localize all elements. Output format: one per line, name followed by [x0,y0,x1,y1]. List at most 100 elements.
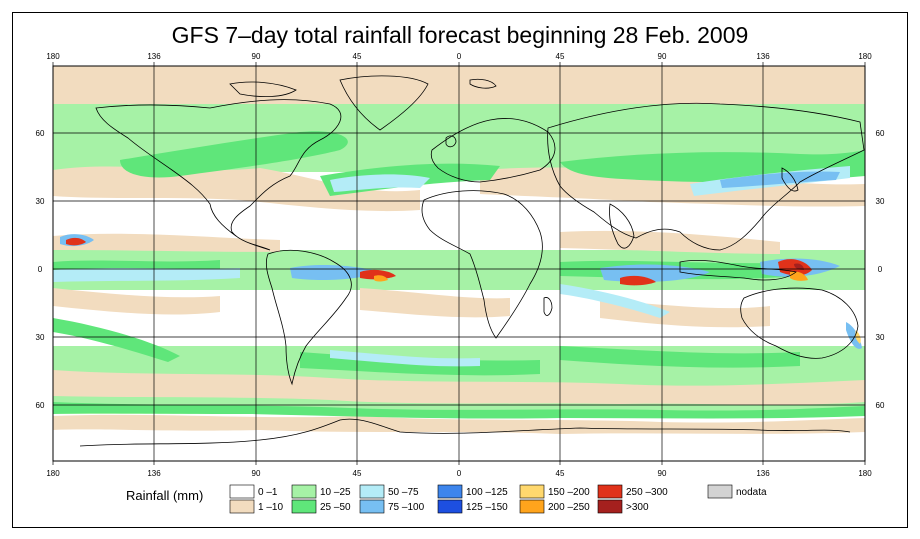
lon-tick-label: 136 [756,469,770,478]
coast-svalbard [469,78,497,89]
coast-north-america [95,99,342,251]
lon-tick-label: 90 [252,469,261,478]
lat-tick-label: 30 [36,197,45,206]
lon-tick-label: 180 [858,52,872,61]
lat-tick-label: 0 [38,265,43,274]
legend-swatch [291,499,317,514]
streak-green [120,131,348,178]
coast-antarctica [79,418,851,447]
coastlines [79,75,865,447]
coast-australia [740,287,859,359]
lon-tick-label: 0 [457,469,462,478]
hotspot-orange [790,271,808,281]
patch-blue [720,171,840,188]
patch-lightblue [53,268,240,282]
lon-tick-label: 136 [147,469,161,478]
legend-label: 200 –250 [548,502,590,513]
legend-label: 125 –150 [466,502,508,513]
coast-japan [781,167,799,192]
legend-label: 250 –300 [626,487,668,498]
legend-swatches [229,484,733,514]
streak-green [53,318,180,362]
legend-swatch [359,484,385,499]
legend-label: >300 [626,502,649,513]
legend-title: Rainfall (mm) [126,488,203,503]
legend-label: 50 –75 [388,487,419,498]
streak-green [560,346,800,368]
legend-swatch [229,499,255,514]
legend-label: 10 –25 [320,487,351,498]
lon-tick-label: 180 [46,52,60,61]
lat-tick-label: 30 [36,333,45,342]
lon-tick-label: 45 [556,52,565,61]
patch-lightblue [560,284,670,318]
legend-swatch [359,499,385,514]
legend-swatch [519,484,545,499]
lon-tick-label: 136 [147,52,161,61]
legend-swatch [597,499,623,514]
lon-tick-label: 180 [858,469,872,478]
lat-tick-label: 0 [878,265,883,274]
coast-indonesia [679,259,797,281]
lat-labels-left: 60 30 0 30 60 [36,129,45,410]
lon-tick-label: 90 [658,469,667,478]
coast-asia [547,102,865,251]
legend-label: 100 –125 [466,487,508,498]
legend-label: 150 –200 [548,487,590,498]
legend-label: 75 –100 [388,502,425,513]
lon-tick-label: 136 [756,52,770,61]
coast-arctic-islands [229,81,297,98]
patch-lightblue [330,174,430,192]
lat-labels-right: 60 30 0 30 60 [876,129,885,410]
hotspot-red [360,269,396,280]
hotspot-orange [374,275,388,282]
legend-swatch [437,484,463,499]
legend-swatch [597,484,623,499]
legend-swatch [707,484,733,499]
lon-tick-label: 180 [46,469,60,478]
hotspot-red [66,237,86,246]
patch-tan [53,288,220,315]
lon-tick-label: 0 [457,52,462,61]
patch-tan [360,288,510,318]
coast-uk [445,135,457,148]
lat-tick-label: 60 [36,401,45,410]
lon-tick-label: 90 [658,52,667,61]
legend-label: 25 –50 [320,502,351,513]
lon-tick-label: 45 [556,469,565,478]
lat-tick-label: 60 [36,129,45,138]
coast-india [609,203,635,249]
lat-tick-label: 30 [876,197,885,206]
figure-frame [12,12,908,528]
legend-swatch [437,499,463,514]
patch-tan [53,233,280,252]
hotspot-red [778,259,812,276]
hotspot-darkred [794,263,804,270]
coast-madagascar [543,297,553,316]
legend-labels: 0 –1 1 –10 10 –25 25 –50 50 –75 75 –100 100 –1… [258,487,767,513]
patch-tan [53,166,420,212]
lon-tick-label: 45 [353,469,362,478]
edge-ticks [52,62,866,465]
legend-label: nodata [736,487,767,498]
lat-tick-label: 30 [876,333,885,342]
lat-tick-label: 60 [876,401,885,410]
lon-labels-bottom: 180 136 90 45 0 45 90 136 180 [46,469,872,478]
coast-africa [421,190,543,339]
patch-lightblue [330,350,480,367]
coast-europe [430,118,556,183]
coast-greenland [339,75,429,131]
legend-swatch [229,484,255,499]
map-title: GFS 7–day total rainfall forecast beginn… [171,22,749,48]
lon-labels-top: 180 136 90 45 0 45 90 136 180 [46,52,872,61]
legend-label: 0 –1 [258,487,278,498]
coast-south-america [265,249,352,386]
lon-tick-label: 90 [252,52,261,61]
legend-swatch [519,499,545,514]
patch-blue [846,322,862,349]
legend-label: 1 –10 [258,502,283,513]
lon-tick-label: 45 [353,52,362,61]
patch-tan [480,167,865,207]
